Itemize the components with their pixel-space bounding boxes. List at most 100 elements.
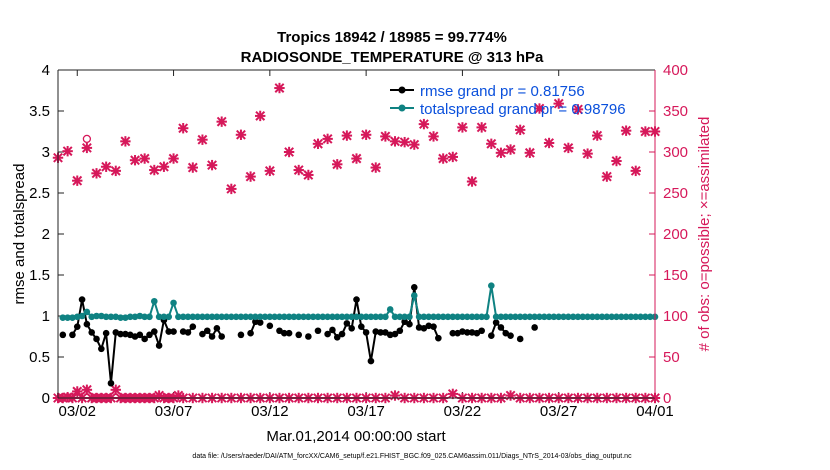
rmse-point	[435, 334, 442, 342]
totalspread-point	[223, 313, 230, 321]
rmse-point	[430, 323, 437, 330]
legend: rmse grand pr = 0.81756 totalspread gran…	[390, 83, 626, 118]
totalspread-point	[184, 313, 192, 321]
rmse-point	[189, 323, 197, 330]
totalspread-point	[386, 306, 394, 313]
totalspread-point	[358, 313, 365, 321]
rmse-point	[497, 324, 505, 331]
totalspread-point	[160, 313, 168, 321]
totalspread-point	[415, 313, 423, 321]
y-right-tick-label: 100	[663, 308, 688, 325]
totalspread-point	[550, 313, 558, 321]
totalspread-point	[247, 313, 254, 321]
totalspread-point	[589, 313, 596, 321]
rmse-point	[83, 320, 91, 328]
totalspread-point	[256, 313, 264, 321]
rmse-point	[59, 331, 67, 339]
rmse-point	[333, 334, 341, 341]
totalspread-point	[483, 313, 490, 321]
totalspread-point	[285, 313, 293, 321]
totalspread-point	[646, 313, 654, 321]
rmse-point	[396, 327, 404, 335]
totalspread-point	[242, 313, 250, 321]
rmse-point	[141, 335, 148, 343]
totalspread-point	[502, 313, 510, 321]
totalspread-point	[463, 313, 471, 321]
y-right-tick-label: 300	[663, 144, 688, 161]
totalspread-point	[59, 314, 67, 321]
totalspread-point	[179, 313, 187, 321]
y-left-tick-label: 0	[42, 390, 50, 407]
rmse-point	[329, 326, 336, 334]
totalspread-point	[507, 313, 514, 321]
rmse-point	[531, 324, 538, 331]
totalspread-point	[560, 313, 567, 321]
totalspread-point	[410, 292, 418, 299]
totalspread-point	[622, 313, 630, 321]
y-left-tick-label: 0.5	[29, 349, 50, 366]
totalspread-point	[280, 313, 288, 321]
rmse-point	[463, 329, 471, 336]
rmse-point	[516, 335, 524, 343]
totalspread-point	[64, 314, 71, 321]
plot-background	[58, 70, 655, 398]
totalspread-point	[78, 312, 86, 320]
y-right-tick-label: 150	[663, 267, 688, 284]
totalspread-point	[545, 313, 553, 321]
rmse-point	[155, 342, 163, 349]
totalspread-point	[454, 313, 461, 321]
x-tick-label: 03/27	[540, 403, 578, 420]
totalspread-point	[406, 313, 413, 321]
totalspread-point	[102, 313, 110, 321]
totalspread-point	[107, 313, 115, 321]
rmse-point	[102, 329, 110, 337]
rmse-point	[203, 327, 211, 335]
rmse-point	[266, 322, 274, 330]
totalspread-point	[444, 313, 452, 321]
totalspread-point	[425, 313, 433, 321]
rmse-point	[367, 357, 375, 365]
y-right-tick-label: 200	[663, 226, 688, 243]
totalspread-point	[329, 313, 336, 321]
totalspread-point	[613, 313, 620, 321]
rmse-point	[295, 331, 303, 339]
rmse-point	[136, 331, 144, 339]
totalspread-point	[165, 313, 173, 321]
totalspread-point	[232, 313, 240, 321]
totalspread-point	[627, 313, 635, 321]
totalspread-point	[372, 313, 380, 321]
obs-possible-marker	[82, 134, 92, 144]
totalspread-point	[473, 313, 481, 321]
totalspread-point	[574, 313, 582, 321]
totalspread-point	[435, 313, 442, 321]
totalspread-point	[478, 313, 485, 321]
rmse-point	[98, 345, 105, 353]
rmse-point	[410, 284, 418, 291]
totalspread-point	[420, 313, 428, 321]
totalspread-point	[117, 314, 124, 321]
legend-spread-label: totalspread grand pr = 0.98796	[420, 101, 626, 118]
y-right-tick-label: 50	[663, 349, 680, 366]
totalspread-point	[459, 313, 466, 321]
totalspread-point	[266, 313, 274, 321]
totalspread-point	[126, 313, 134, 321]
totalspread-point	[146, 313, 153, 321]
y-left-tick-label: 4	[42, 62, 50, 79]
rmse-point	[93, 335, 100, 343]
x-tick-label: 04/01	[636, 403, 674, 420]
totalspread-point	[348, 313, 355, 321]
totalspread-point	[170, 299, 177, 307]
totalspread-point	[617, 313, 625, 321]
totalspread-point	[150, 297, 158, 305]
totalspread-point	[141, 313, 148, 321]
totalspread-point	[199, 313, 206, 321]
rmse-point	[88, 329, 96, 336]
rmse-point	[184, 329, 192, 336]
totalspread-point	[540, 313, 548, 321]
totalspread-point	[305, 313, 312, 321]
rmse-point	[280, 329, 288, 337]
x-tick-label: 03/12	[251, 403, 289, 420]
totalspread-point	[213, 313, 221, 321]
totalspread-point	[396, 313, 404, 321]
